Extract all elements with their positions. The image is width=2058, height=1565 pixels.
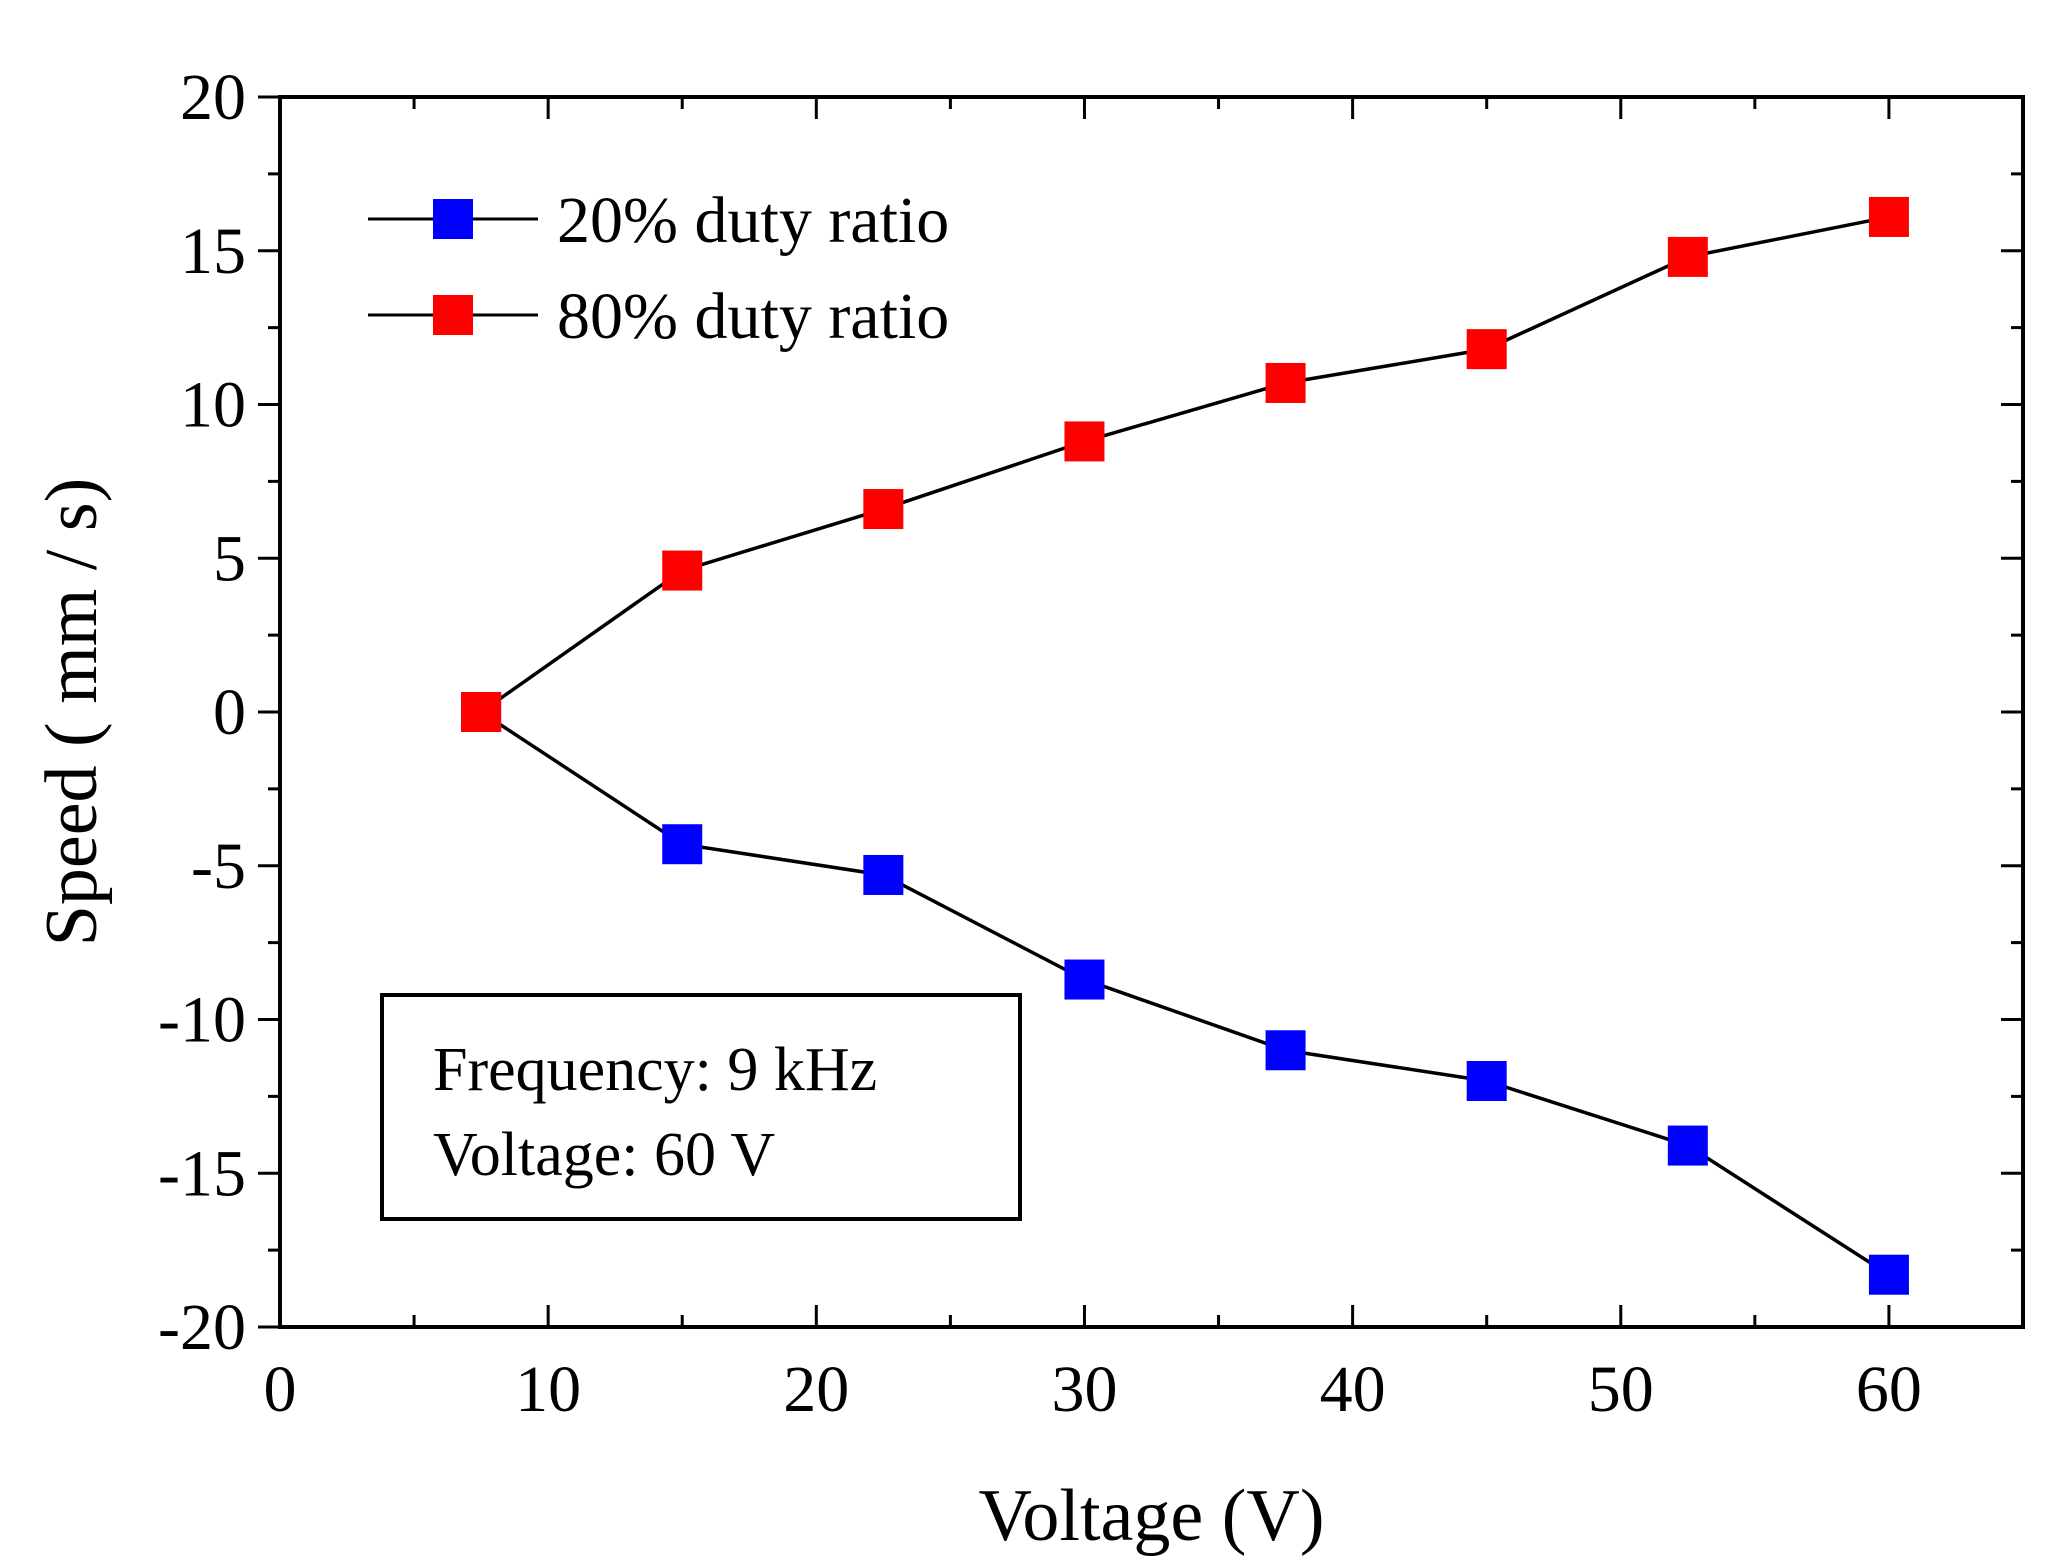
plot-frame [278,95,2025,1329]
x-tick-label: 40 [1320,1353,1386,1426]
data-point-series-0 [1466,1061,1507,1101]
y-tick-label: 20 [180,61,246,134]
data-point-series-0 [1868,1254,1909,1295]
axis-ticks [258,95,2023,1329]
x-tick-label: 0 [264,1353,297,1426]
data-point-series-1 [1265,362,1306,403]
series-layer [461,196,1909,1295]
annotation-frequency: Frequency: 9 kHz [433,1036,877,1104]
data-point-series-0 [863,854,904,895]
legend-item-80-duty: 80% duty ratio [368,280,949,353]
data-point-series-1 [863,489,904,530]
data-point-series-1 [662,550,703,591]
x-tick-label: 60 [1856,1353,1922,1426]
series-line-1 [480,215,1890,714]
data-point-series-1 [1868,196,1909,237]
y-tick-label: -10 [158,984,246,1057]
x-tick-label: 20 [783,1353,849,1426]
y-tick-label: -20 [158,1291,246,1364]
data-point-series-0 [1265,1030,1306,1071]
x-axis-title: Voltage (V) [979,1475,1325,1557]
legend-label-20-duty: 20% duty ratio [557,184,949,257]
legend: 20% duty ratio 80% duty ratio [368,184,949,353]
x-tick-label: 30 [1051,1353,1117,1426]
data-point-series-1 [461,692,502,732]
y-tick-label: 10 [180,369,246,442]
data-point-series-0 [1064,959,1105,1000]
series-line-0 [480,710,1890,1277]
annotation-box: Frequency: 9 kHz Voltage: 60 V [380,993,1022,1221]
legend-marker-20-duty [433,199,473,239]
data-point-series-1 [1466,329,1507,370]
y-tick-label: -5 [191,830,246,903]
y-tick-label: 0 [213,676,246,749]
data-point-series-1 [1064,421,1105,462]
y-axis-title: Speed ( mm / s) [31,478,113,947]
y-tick-label: -15 [158,1137,246,1210]
legend-marker-80-duty [433,295,473,335]
y-tick-label: 5 [213,522,246,595]
y-tick-label: 15 [180,215,246,288]
data-point-series-0 [1667,1125,1708,1166]
data-point-series-0 [662,824,703,865]
legend-label-80-duty: 80% duty ratio [557,280,949,353]
x-tick-label: 50 [1588,1353,1654,1426]
data-point-series-1 [1667,236,1708,277]
x-tick-label: 10 [515,1353,581,1426]
annotation-voltage: Voltage: 60 V [433,1121,775,1189]
annotation-frame [380,993,1022,1221]
legend-item-20-duty: 20% duty ratio [368,184,949,257]
